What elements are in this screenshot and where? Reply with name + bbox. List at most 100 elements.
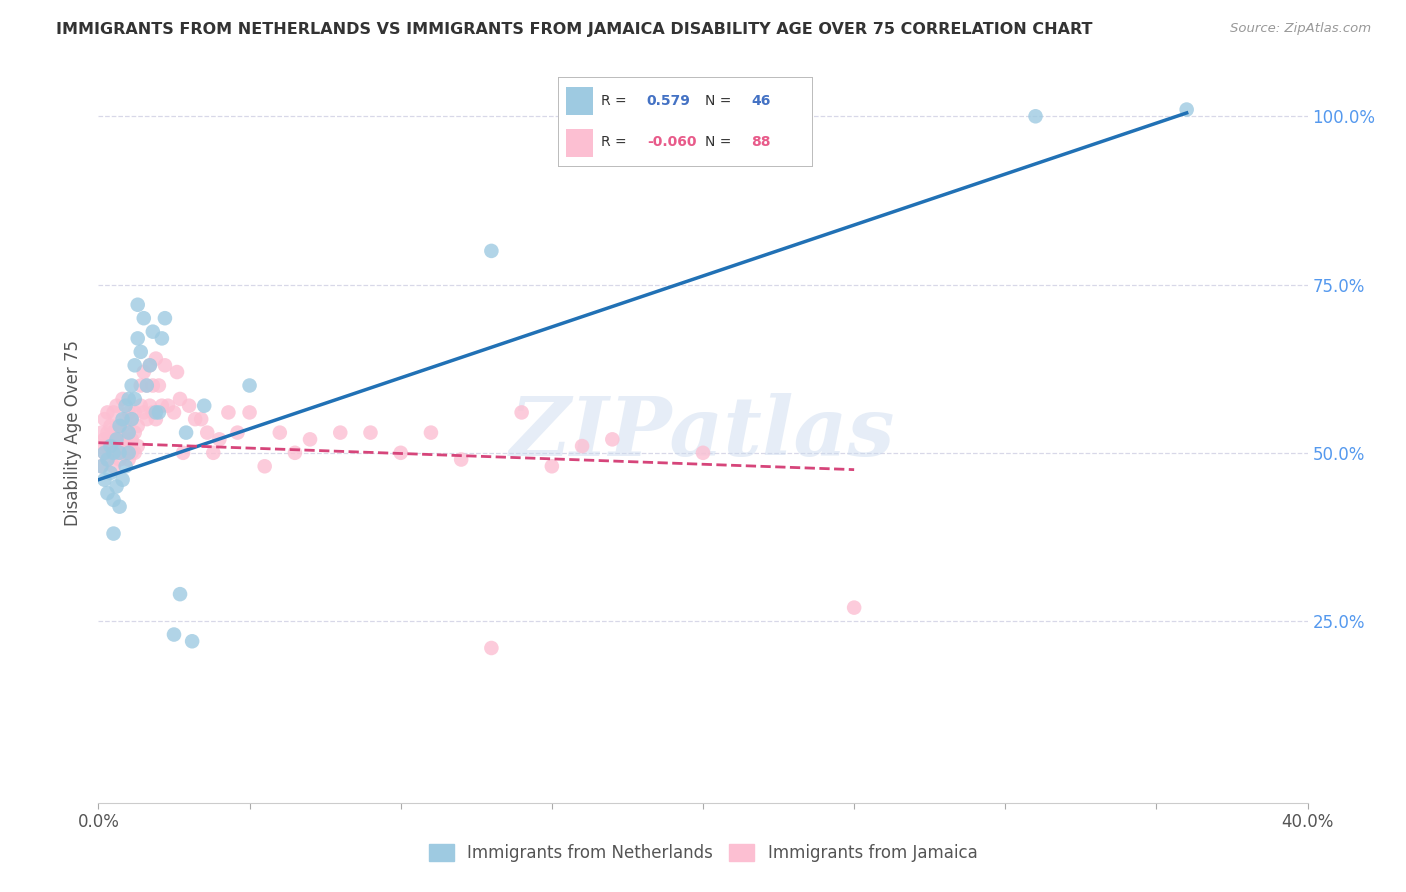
Point: [103, 446, 125, 460]
Point: [239, 405, 262, 419]
Point: [111, 433, 134, 447]
Text: IMMIGRANTS FROM NETHERLANDS VS IMMIGRANTS FROM JAMAICA DISABILITY AGE OVER 75 CO: IMMIGRANTS FROM NETHERLANDS VS IMMIGRANT…: [56, 22, 1092, 37]
Point: [100, 418, 122, 433]
Point: [153, 311, 176, 326]
Point: [202, 446, 225, 460]
Point: [121, 378, 143, 392]
Point: [481, 640, 503, 655]
Point: [103, 439, 125, 453]
Point: [420, 425, 443, 440]
Point: [96, 452, 118, 467]
Point: [90, 439, 112, 453]
Point: [111, 418, 134, 433]
Point: [148, 378, 170, 392]
Point: [108, 425, 131, 440]
Point: [105, 433, 128, 447]
Point: [135, 412, 157, 426]
Point: [105, 418, 128, 433]
Point: [253, 459, 276, 474]
Point: [329, 425, 352, 440]
Point: [108, 452, 131, 467]
Point: [118, 425, 141, 440]
Point: [184, 412, 207, 426]
Point: [571, 439, 593, 453]
Point: [90, 459, 112, 474]
Point: [142, 325, 165, 339]
Point: [389, 446, 412, 460]
Point: [226, 425, 249, 440]
Point: [93, 412, 115, 426]
Text: ZIPatlas: ZIPatlas: [510, 392, 896, 473]
Point: [360, 425, 382, 440]
Point: [93, 473, 115, 487]
Point: [90, 459, 112, 474]
Point: [96, 452, 118, 467]
Point: [239, 378, 262, 392]
Point: [540, 459, 562, 474]
Point: [132, 365, 155, 379]
Y-axis label: Disability Age Over 75: Disability Age Over 75: [65, 340, 83, 525]
Point: [121, 433, 143, 447]
Point: [103, 459, 125, 474]
Point: [142, 378, 165, 392]
Point: [1175, 103, 1198, 117]
Legend: Immigrants from Netherlands, Immigrants from Jamaica: Immigrants from Netherlands, Immigrants …: [422, 837, 984, 869]
Point: [111, 392, 134, 406]
Point: [269, 425, 291, 440]
Point: [114, 459, 136, 474]
Point: [172, 446, 194, 460]
Point: [124, 392, 146, 406]
Point: [166, 365, 188, 379]
Point: [111, 412, 134, 426]
Point: [121, 446, 143, 460]
Point: [193, 399, 215, 413]
Point: [139, 359, 162, 373]
Point: [150, 399, 173, 413]
Point: [139, 359, 162, 373]
Point: [118, 452, 141, 467]
Point: [174, 425, 197, 440]
Point: [163, 405, 186, 419]
Point: [105, 479, 128, 493]
Point: [105, 433, 128, 447]
Point: [118, 405, 141, 419]
Point: [93, 433, 115, 447]
Point: [96, 425, 118, 440]
Point: [111, 473, 134, 487]
Point: [129, 399, 152, 413]
Point: [132, 311, 155, 326]
Point: [150, 331, 173, 345]
Point: [127, 418, 149, 433]
Point: [96, 405, 118, 419]
Point: [153, 359, 176, 373]
Point: [114, 446, 136, 460]
Point: [96, 486, 118, 500]
Point: [135, 378, 157, 392]
Point: [100, 446, 122, 460]
Point: [299, 433, 322, 447]
Point: [148, 405, 170, 419]
Point: [103, 425, 125, 440]
Point: [208, 433, 231, 447]
Point: [124, 446, 146, 460]
Point: [118, 392, 141, 406]
Text: Source: ZipAtlas.com: Source: ZipAtlas.com: [1230, 22, 1371, 36]
Point: [93, 446, 115, 460]
Point: [114, 412, 136, 426]
Point: [118, 425, 141, 440]
Point: [108, 446, 131, 460]
Point: [145, 351, 167, 366]
Point: [103, 526, 125, 541]
Point: [100, 439, 122, 453]
Point: [124, 425, 146, 440]
Point: [118, 446, 141, 460]
Point: [121, 412, 143, 426]
Point: [481, 244, 503, 258]
Point: [124, 405, 146, 419]
Point: [510, 405, 533, 419]
Point: [90, 425, 112, 440]
Point: [1024, 109, 1046, 123]
Point: [139, 399, 162, 413]
Point: [127, 331, 149, 345]
Point: [93, 446, 115, 460]
